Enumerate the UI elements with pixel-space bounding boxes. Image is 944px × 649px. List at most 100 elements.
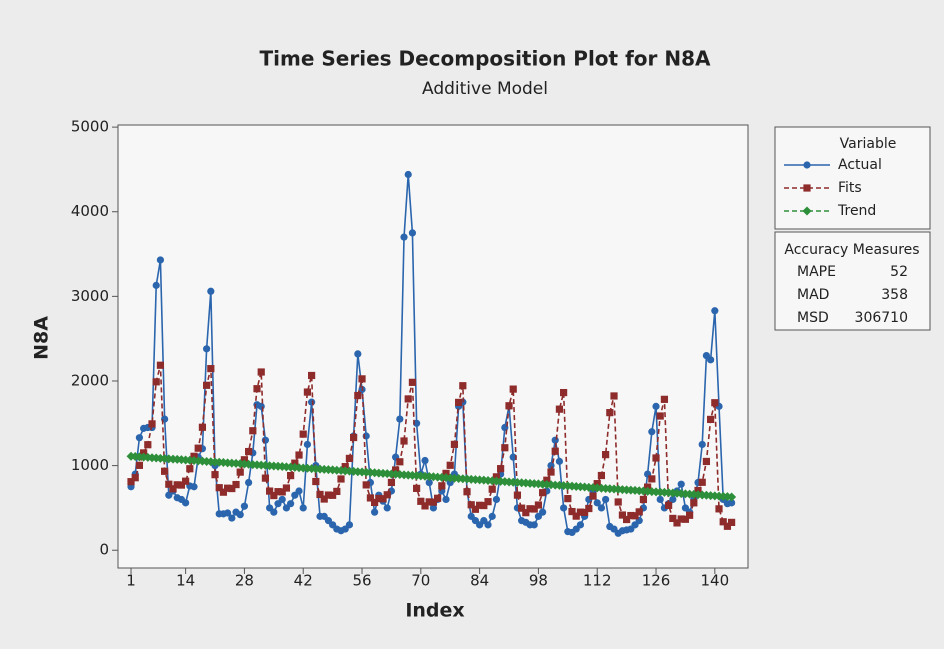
- data-point: [513, 491, 522, 499]
- data-point: [719, 518, 727, 526]
- data-point: [660, 395, 669, 403]
- data-point: [560, 388, 568, 397]
- data-point: [585, 504, 593, 513]
- data-point: [249, 427, 257, 435]
- data-point: [224, 484, 232, 492]
- x-tick-label: 112: [583, 572, 612, 590]
- data-point: [245, 478, 253, 487]
- data-point: [728, 518, 736, 526]
- data-point: [228, 484, 236, 493]
- data-point: [295, 451, 303, 459]
- data-point: [228, 514, 236, 522]
- data-point: [509, 385, 517, 393]
- data-point: [324, 491, 333, 499]
- data-point: [135, 461, 144, 469]
- data-point: [656, 412, 664, 420]
- accuracy-value: 52: [890, 264, 908, 280]
- data-point: [488, 512, 496, 520]
- accuracy-value: 306710: [855, 310, 908, 326]
- data-point: [576, 508, 585, 516]
- data-point: [383, 491, 391, 499]
- data-point: [648, 475, 656, 483]
- data-point: [425, 478, 433, 487]
- x-tick-label: 1: [126, 572, 136, 590]
- data-point: [522, 509, 530, 517]
- data-point: [547, 462, 555, 470]
- data-point: [509, 453, 517, 461]
- data-point: [240, 502, 249, 510]
- data-point: [715, 505, 723, 513]
- data-point: [429, 498, 438, 506]
- data-point: [698, 440, 706, 449]
- data-point: [702, 457, 711, 466]
- x-tick-label: 98: [529, 572, 548, 590]
- data-point: [421, 502, 429, 510]
- data-point: [270, 508, 278, 516]
- data-point: [308, 398, 316, 406]
- data-point: [190, 483, 198, 491]
- x-tick-label: 14: [176, 572, 195, 590]
- data-point: [215, 484, 223, 492]
- data-point: [652, 402, 660, 410]
- data-point: [551, 447, 559, 455]
- data-point: [413, 484, 421, 492]
- data-point: [442, 495, 450, 504]
- data-point: [505, 402, 513, 410]
- data-point: [623, 515, 631, 524]
- data-point: [673, 519, 681, 527]
- data-point: [161, 467, 169, 475]
- data-point: [652, 454, 660, 462]
- data-point: [266, 487, 274, 495]
- data-point: [278, 495, 286, 504]
- data-point: [413, 419, 421, 427]
- data-point: [203, 381, 211, 389]
- x-tick-label: 56: [352, 572, 371, 590]
- data-point: [316, 490, 324, 499]
- data-point: [639, 495, 648, 504]
- accuracy-value: 358: [881, 287, 908, 303]
- data-point: [320, 495, 328, 503]
- data-point: [303, 440, 312, 449]
- data-point: [446, 478, 454, 487]
- data-point: [597, 504, 606, 512]
- data-point: [362, 481, 370, 489]
- data-point: [345, 454, 354, 463]
- data-point: [581, 508, 589, 517]
- data-point: [501, 444, 509, 452]
- data-point: [135, 434, 144, 442]
- data-point: [299, 430, 307, 438]
- data-point: [560, 504, 568, 512]
- legend-marker: [803, 161, 811, 169]
- data-point: [450, 440, 459, 448]
- data-point: [207, 287, 215, 295]
- data-point: [497, 465, 505, 473]
- data-point: [698, 478, 706, 486]
- data-point: [648, 428, 656, 436]
- data-point: [408, 229, 417, 237]
- data-point: [463, 488, 471, 496]
- data-point: [677, 480, 685, 488]
- data-point: [526, 505, 534, 513]
- data-point: [366, 494, 375, 502]
- accuracy-title: Accuracy Measures: [784, 242, 919, 258]
- data-point: [455, 398, 463, 406]
- data-point: [303, 388, 312, 396]
- x-axis-label: Index: [405, 600, 464, 622]
- data-point: [371, 508, 379, 516]
- data-point: [131, 474, 139, 482]
- data-point: [589, 492, 597, 500]
- y-tick-label: 5000: [71, 118, 109, 136]
- data-point: [539, 489, 547, 497]
- data-point: [350, 433, 358, 442]
- data-point: [299, 504, 307, 512]
- data-point: [354, 350, 362, 358]
- data-point: [610, 392, 618, 400]
- data-point: [484, 521, 492, 529]
- data-point: [261, 436, 270, 444]
- data-point: [287, 500, 295, 508]
- data-point: [480, 501, 488, 510]
- data-point: [711, 399, 719, 407]
- data-point: [211, 471, 219, 479]
- data-point: [681, 515, 690, 523]
- x-tick-label: 70: [411, 572, 430, 590]
